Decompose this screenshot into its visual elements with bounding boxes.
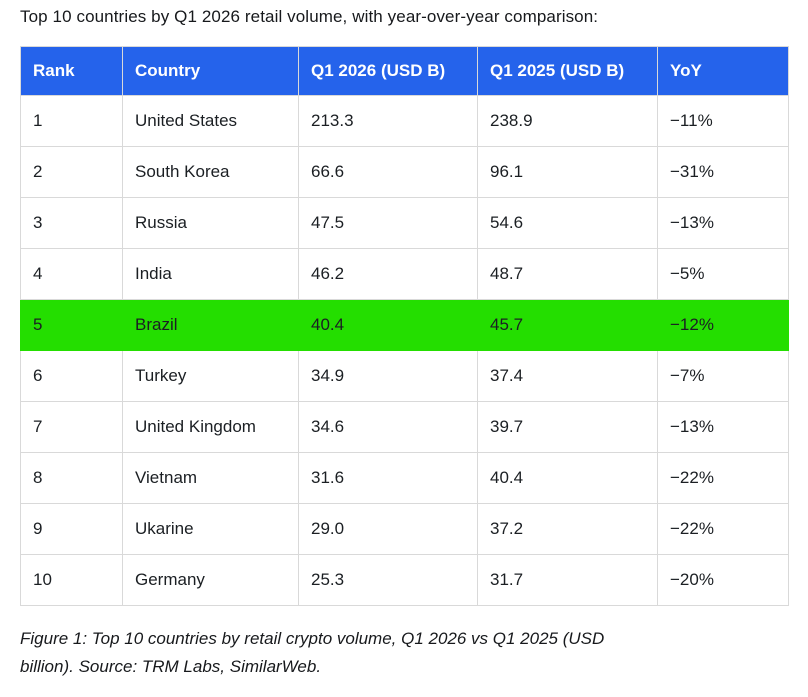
table-header-row: Rank Country Q1 2026 (USD B) Q1 2025 (US… bbox=[20, 46, 789, 96]
cell-country: Germany bbox=[122, 554, 299, 606]
cell-q1-2026: 46.2 bbox=[298, 248, 478, 300]
cell-country: South Korea bbox=[122, 146, 299, 198]
table-row: 2 South Korea 66.6 96.1 −31% bbox=[20, 146, 789, 198]
table-row: 7 United Kingdom 34.6 39.7 −13% bbox=[20, 401, 789, 453]
cell-q1-2026: 66.6 bbox=[298, 146, 478, 198]
column-header-yoy: YoY bbox=[657, 46, 789, 96]
table-row: 9 Ukarine 29.0 37.2 −22% bbox=[20, 503, 789, 555]
cell-rank: 3 bbox=[20, 197, 123, 249]
table-row: 6 Turkey 34.9 37.4 −7% bbox=[20, 350, 789, 402]
cell-yoy: −13% bbox=[657, 197, 789, 249]
table-row: 3 Russia 47.5 54.6 −13% bbox=[20, 197, 789, 249]
cell-yoy: −7% bbox=[657, 350, 789, 402]
cell-q1-2025: 37.2 bbox=[477, 503, 658, 555]
table-header: Rank Country Q1 2026 (USD B) Q1 2025 (US… bbox=[20, 46, 789, 96]
column-header-q1-2026: Q1 2026 (USD B) bbox=[298, 46, 478, 96]
table-row: 8 Vietnam 31.6 40.4 −22% bbox=[20, 452, 789, 504]
cell-q1-2026: 25.3 bbox=[298, 554, 478, 606]
cell-q1-2026: 29.0 bbox=[298, 503, 478, 555]
table-row: 10 Germany 25.3 31.7 −20% bbox=[20, 554, 789, 606]
cell-q1-2025: 238.9 bbox=[477, 95, 658, 147]
cell-q1-2025: 48.7 bbox=[477, 248, 658, 300]
cell-rank: 1 bbox=[20, 95, 123, 147]
cell-country: Ukarine bbox=[122, 503, 299, 555]
cell-yoy: −20% bbox=[657, 554, 789, 606]
cell-rank: 8 bbox=[20, 452, 123, 504]
cell-q1-2026: 40.4 bbox=[298, 299, 478, 351]
cell-yoy: −31% bbox=[657, 146, 789, 198]
cell-q1-2025: 31.7 bbox=[477, 554, 658, 606]
cell-yoy: −5% bbox=[657, 248, 789, 300]
cell-country: India bbox=[122, 248, 299, 300]
table-row-highlighted: 5 Brazil 40.4 45.7 −12% bbox=[20, 299, 789, 351]
cell-country: Russia bbox=[122, 197, 299, 249]
cell-country: United Kingdom bbox=[122, 401, 299, 453]
table-body: 1 United States 213.3 238.9 −11% 2 South… bbox=[20, 95, 789, 606]
cell-rank: 6 bbox=[20, 350, 123, 402]
cell-rank: 10 bbox=[20, 554, 123, 606]
retail-volume-table: Rank Country Q1 2026 (USD B) Q1 2025 (US… bbox=[20, 46, 789, 606]
cell-q1-2025: 45.7 bbox=[477, 299, 658, 351]
figure-caption: Figure 1: Top 10 countries by retail cry… bbox=[20, 625, 788, 681]
cell-country: Vietnam bbox=[122, 452, 299, 504]
column-header-rank: Rank bbox=[20, 46, 123, 96]
cell-country: Brazil bbox=[122, 299, 299, 351]
cell-q1-2025: 54.6 bbox=[477, 197, 658, 249]
cell-rank: 4 bbox=[20, 248, 123, 300]
table-row: 1 United States 213.3 238.9 −11% bbox=[20, 95, 789, 147]
cell-q1-2026: 213.3 bbox=[298, 95, 478, 147]
cell-yoy: −22% bbox=[657, 452, 789, 504]
cell-q1-2026: 34.9 bbox=[298, 350, 478, 402]
cell-country: Turkey bbox=[122, 350, 299, 402]
figure-caption-line-2: billion). Source: TRM Labs, SimilarWeb. bbox=[20, 657, 322, 676]
cell-q1-2025: 40.4 bbox=[477, 452, 658, 504]
cell-rank: 7 bbox=[20, 401, 123, 453]
table-row: 4 India 46.2 48.7 −5% bbox=[20, 248, 789, 300]
cell-q1-2026: 47.5 bbox=[298, 197, 478, 249]
cell-rank: 5 bbox=[20, 299, 123, 351]
cell-country: United States bbox=[122, 95, 299, 147]
column-header-country: Country bbox=[122, 46, 299, 96]
cell-yoy: −13% bbox=[657, 401, 789, 453]
cell-rank: 2 bbox=[20, 146, 123, 198]
page-container: Top 10 countries by Q1 2026 retail volum… bbox=[20, 7, 789, 681]
page-title: Top 10 countries by Q1 2026 retail volum… bbox=[20, 7, 599, 26]
cell-rank: 9 bbox=[20, 503, 123, 555]
cell-q1-2025: 39.7 bbox=[477, 401, 658, 453]
column-header-q1-2025: Q1 2025 (USD B) bbox=[477, 46, 658, 96]
cell-yoy: −11% bbox=[657, 95, 789, 147]
cell-yoy: −12% bbox=[657, 299, 789, 351]
figure-caption-line-1: Figure 1: Top 10 countries by retail cry… bbox=[20, 629, 605, 648]
cell-q1-2026: 31.6 bbox=[298, 452, 478, 504]
cell-q1-2026: 34.6 bbox=[298, 401, 478, 453]
cell-yoy: −22% bbox=[657, 503, 789, 555]
cell-q1-2025: 96.1 bbox=[477, 146, 658, 198]
cell-q1-2025: 37.4 bbox=[477, 350, 658, 402]
